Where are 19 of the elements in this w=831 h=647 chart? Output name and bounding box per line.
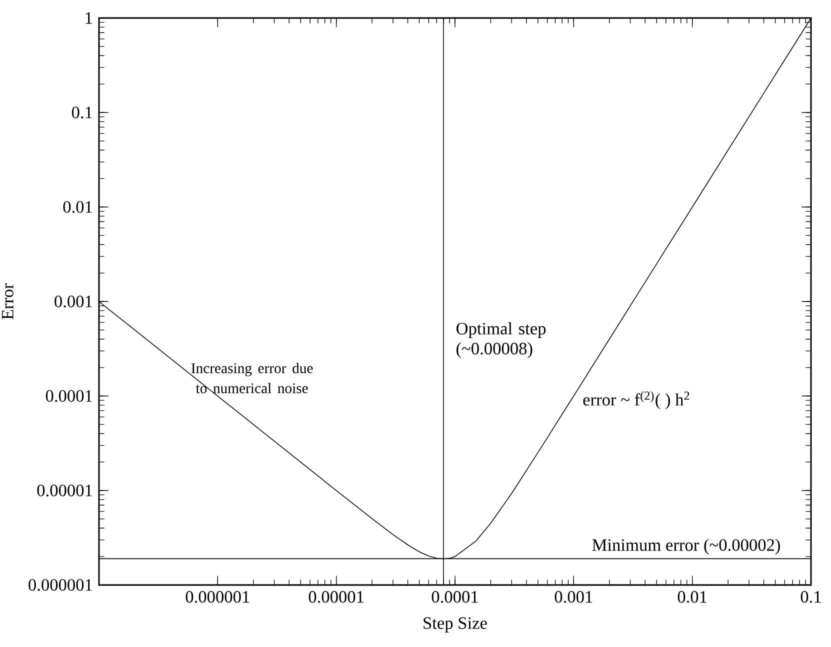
y-tick-label: 0.01: [63, 201, 92, 213]
x-tick-label: 0.00001: [308, 591, 364, 603]
y-tick-label: 1: [86, 12, 92, 24]
ref-line-label: Optimal step (~0.00008): [456, 322, 546, 358]
y-tick-label: 0.0001: [46, 390, 92, 402]
x-tick-label: 0.000001: [186, 591, 250, 603]
y-axis-title: Error: [2, 283, 14, 320]
x-tick-label: 0.0001: [432, 591, 478, 603]
x-tick-label: 0.01: [678, 591, 706, 603]
y-tick-label: 0.000001: [28, 579, 92, 591]
annotation: Increasing error due to numerical noise: [191, 362, 313, 394]
annotation: error ~ f$^{(2)}$( ) h$^{2}$: [583, 391, 690, 410]
x-tick-label: 0.1: [800, 591, 821, 603]
y-tick-label: 0.00001: [37, 484, 92, 496]
y-tick-label: 0.001: [54, 296, 92, 308]
y-tick-label: 0.1: [72, 106, 92, 118]
x-axis-title: Step Size: [424, 617, 487, 632]
x-tick-label: 0.001: [554, 591, 592, 603]
ref-line-label: Minimum error (~0.00002): [592, 538, 780, 554]
